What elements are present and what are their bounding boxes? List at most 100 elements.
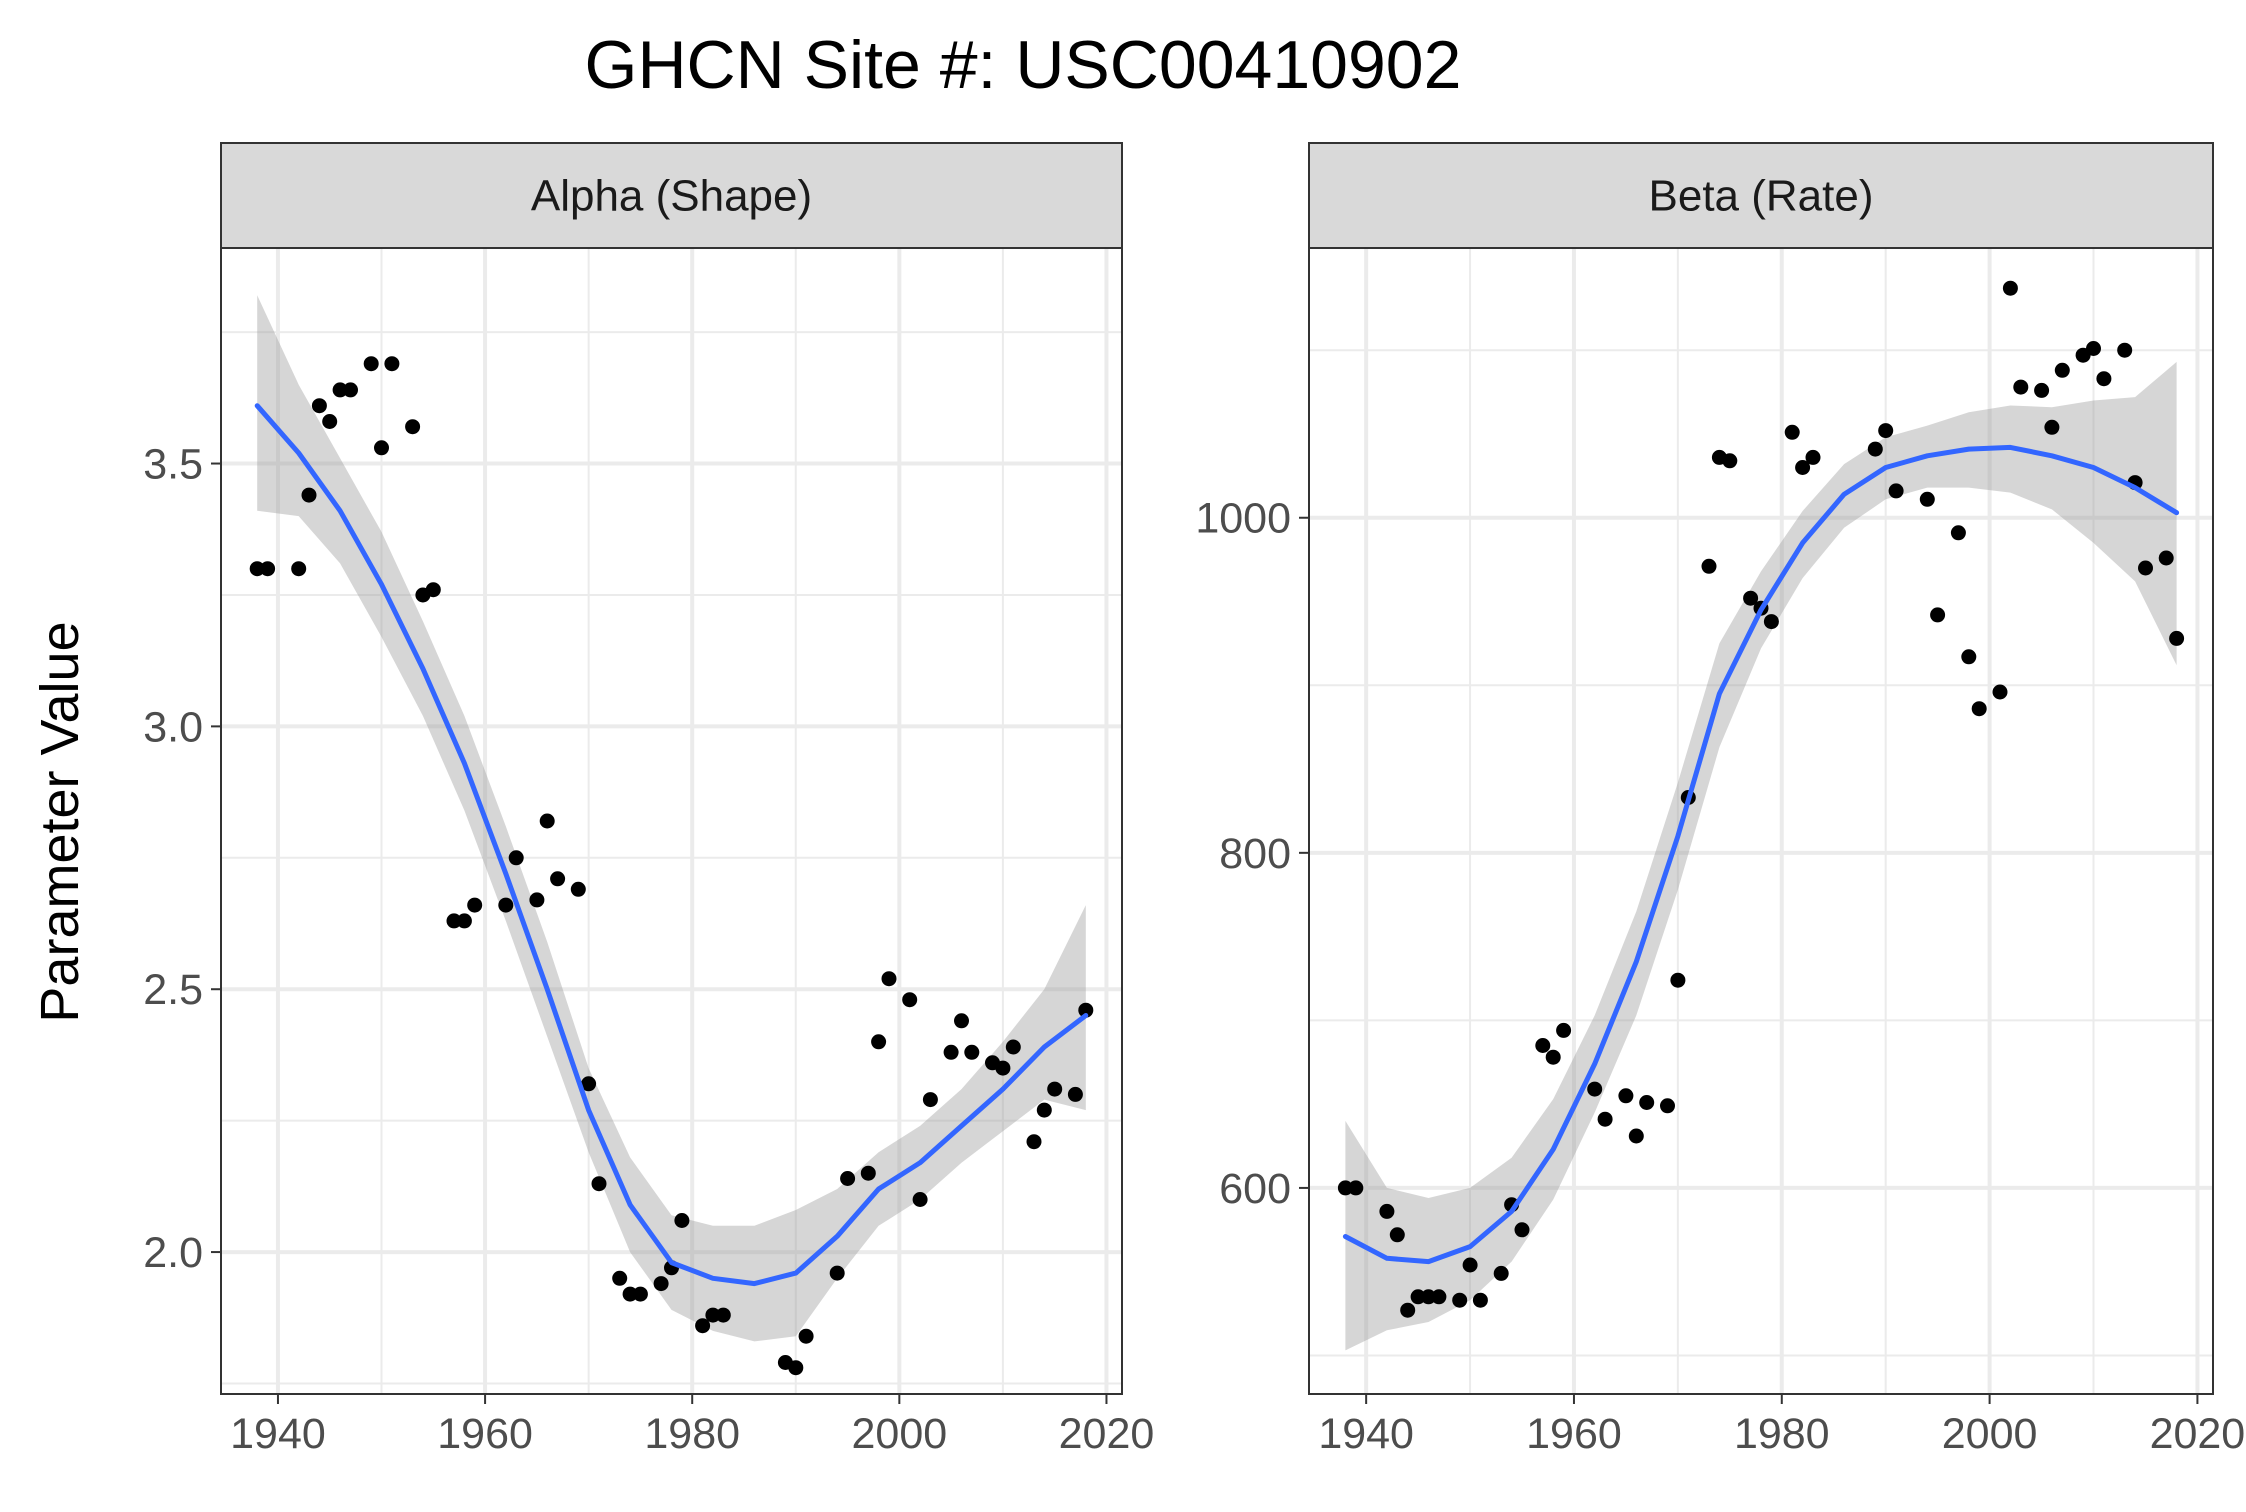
data-point xyxy=(912,1192,928,1207)
data-point xyxy=(1930,607,1946,623)
data-point xyxy=(1545,1049,1561,1065)
facet-strip-label: Beta (Rate) xyxy=(1649,172,1874,221)
data-point xyxy=(1722,453,1738,469)
data-point xyxy=(1961,649,1977,665)
smooth-line xyxy=(254,403,1089,1287)
smooth-line xyxy=(1342,444,2180,1265)
data-point xyxy=(1379,1203,1395,1219)
data-point xyxy=(332,382,348,398)
data-point xyxy=(622,1286,638,1302)
data-point xyxy=(1421,1289,1436,1305)
data-point xyxy=(311,398,327,414)
x-tick-label: 1940 xyxy=(1318,1410,1414,1458)
data-point xyxy=(1036,1102,1052,1118)
data-point xyxy=(570,881,586,897)
data-point xyxy=(1337,1180,1353,1196)
data-point xyxy=(1493,1265,1509,1281)
data-point xyxy=(2096,371,2112,387)
data-point xyxy=(2138,560,2153,576)
y-tick-label: 3.0 xyxy=(143,703,203,751)
facet-strip xyxy=(220,142,1123,249)
data-point xyxy=(1410,1289,1426,1305)
data-point xyxy=(674,1213,690,1228)
data-point xyxy=(405,419,421,435)
y-tick-label: 3.5 xyxy=(143,441,203,489)
data-point xyxy=(1047,1081,1063,1097)
data-point xyxy=(1587,1081,1603,1097)
data-point xyxy=(249,561,265,577)
data-point xyxy=(384,356,400,372)
data-point xyxy=(1462,1257,1478,1273)
data-point xyxy=(1805,449,1821,465)
data-point xyxy=(954,1013,969,1029)
data-point xyxy=(840,1171,856,1186)
data-point xyxy=(2054,362,2070,378)
y-tick-label: 600 xyxy=(1219,1165,1291,1213)
data-point xyxy=(964,1044,980,1060)
data-point xyxy=(1992,684,2008,700)
x-tick-label: 2000 xyxy=(852,1410,948,1458)
data-point xyxy=(1389,1227,1405,1243)
panels: Alpha (Shape) 1940 1960 1980 2000 2020 2.0 2.5 3… xyxy=(143,142,2245,1458)
x-tick-label: 1980 xyxy=(644,1410,740,1458)
data-point xyxy=(2117,342,2133,358)
facet-strip xyxy=(1308,142,2214,249)
data-point xyxy=(995,1060,1011,1076)
data-point xyxy=(301,487,317,503)
data-point xyxy=(2013,379,2029,395)
data-point xyxy=(860,1165,876,1181)
data-point xyxy=(2086,341,2101,356)
data-point xyxy=(881,971,897,987)
data-point xyxy=(922,1092,938,1108)
data-point xyxy=(1878,423,1894,439)
data-point xyxy=(871,1034,887,1050)
data-point xyxy=(1763,614,1779,630)
data-point xyxy=(715,1307,731,1323)
data-point xyxy=(1701,558,1717,574)
data-point xyxy=(467,897,483,913)
data-point xyxy=(456,913,472,929)
y-tick-label: 800 xyxy=(1219,830,1291,878)
data-point xyxy=(653,1276,669,1292)
facet-panel: Beta (Rate) 1940 1960 1980 2000 2020 600 800 100… xyxy=(1195,142,2245,1458)
data-point xyxy=(1452,1292,1468,1308)
data-point xyxy=(2169,630,2185,646)
data-point xyxy=(591,1176,607,1192)
panel-background xyxy=(221,248,1122,1394)
x-tick-label: 2000 xyxy=(1942,1410,2038,1458)
data-point xyxy=(2034,382,2050,398)
data-point xyxy=(2002,280,2018,296)
data-point xyxy=(260,561,276,577)
facet-strip-label: Alpha (Shape) xyxy=(531,172,812,221)
data-point xyxy=(1026,1134,1042,1150)
x-tick-label: 1980 xyxy=(1734,1410,1830,1458)
data-point xyxy=(1348,1180,1364,1196)
data-point xyxy=(1950,525,1966,541)
data-point xyxy=(612,1270,628,1286)
x-tick-label: 2020 xyxy=(1059,1410,1155,1458)
data-point xyxy=(829,1265,845,1281)
data-point xyxy=(498,897,514,913)
data-point xyxy=(581,1076,597,1092)
data-point xyxy=(1005,1039,1021,1055)
data-point xyxy=(632,1286,648,1302)
data-point xyxy=(1618,1088,1634,1104)
data-point xyxy=(1660,1098,1675,1114)
data-point xyxy=(1867,441,1883,457)
data-point xyxy=(695,1318,711,1334)
data-point xyxy=(1078,1002,1094,1018)
data-point xyxy=(1784,424,1800,440)
data-point xyxy=(1535,1038,1551,1053)
data-point xyxy=(2158,550,2174,566)
data-point xyxy=(1743,590,1759,606)
panel-border xyxy=(1308,247,2214,1395)
data-point xyxy=(705,1307,721,1323)
x-tick-label: 1960 xyxy=(1526,1410,1622,1458)
data-point xyxy=(1597,1111,1613,1127)
x-tick-label: 1960 xyxy=(437,1410,533,1458)
x-tick-label: 1940 xyxy=(230,1410,326,1458)
data-point xyxy=(363,356,379,372)
data-point xyxy=(788,1360,804,1376)
data-point xyxy=(1431,1289,1447,1305)
